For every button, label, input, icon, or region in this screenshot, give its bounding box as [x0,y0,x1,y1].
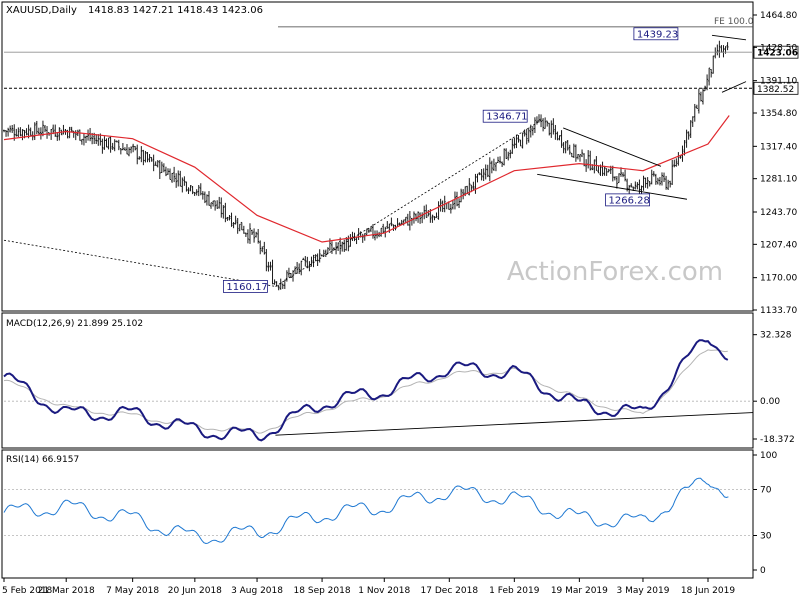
rsi-panel [1,449,754,579]
level-label-box [753,45,799,59]
price-tick-label: 1317.40 [760,142,797,152]
chart-ohlc: 1418.83 1427.21 1418.43 1423.06 [88,5,263,16]
date-tick-label: 1 Feb 2019 [489,586,540,596]
date-tick-label: 18 Jun 2019 [681,586,735,596]
macd-layer [3,339,754,442]
date-tick-label: 3 May 2019 [616,586,669,596]
price-tick-label: 1428.50 [760,43,797,53]
rsi-axis: 100 70 30 0 [753,451,777,576]
macd-title: MACD(12,26,9) 21.899 25.102 [6,319,143,329]
price-candles [3,40,729,291]
macd-trendline [275,412,754,436]
channel-lower-line [537,173,688,200]
macd-tick-label: -18.372 [760,435,795,445]
rsi-tick-label: 0 [760,566,766,576]
price-tick-label: 1464.80 [760,11,797,21]
macd-tick-label: 0.00 [760,397,780,407]
macd-panel [1,312,754,449]
price-trendlines [3,26,753,287]
price-levels: 1423.06 1382.52 [4,45,799,95]
price-annotations: 1160.17 1346.71 1266.28 1439.23 FE 100.0 [223,17,754,293]
price-annotation-box [605,193,650,207]
price-axis: 1464.80 1428.50 1391.10 1354.80 1317.40 1281.… [753,11,797,316]
price-annotation-label: 1266.28 [609,195,650,206]
level-label: 1382.52 [757,85,794,95]
date-tick-label: 7 May 2018 [106,586,159,596]
flag-upper-line [711,34,747,41]
chart-symbol: XAUUSD,Daily [6,5,77,16]
channel-upper-line [563,127,662,167]
macd-signal-line [3,349,728,434]
price-annotation-box [223,280,268,293]
price-tick-label: 1133.70 [760,306,797,316]
moving-average [3,115,730,243]
fibonacci-extension-label: FE 100.0 [714,17,754,27]
date-tick-label: 5 Feb 2018 [2,586,53,596]
price-tick-label: 1391.10 [760,77,797,87]
level-label: 1423.06 [757,49,798,59]
dashed-trendline-rising [275,119,542,287]
date-tick-label: 3 Aug 2018 [231,586,283,596]
price-tick-label: 1354.80 [760,109,797,119]
price-annotation-label: 1346.71 [486,112,527,123]
price-tick-label: 1207.40 [760,240,797,250]
flag-lower-line [721,81,747,93]
price-tick-label: 1281.10 [760,175,797,185]
rsi-tick-label: 70 [760,486,772,496]
price-annotation-box [633,27,679,41]
date-tick-label: 18 Sep 2018 [294,586,351,596]
rsi-title: RSI(14) 66.9157 [6,455,79,465]
macd-line [3,339,729,442]
price-panel [1,1,754,312]
date-tick-label: 17 Dec 2018 [421,586,479,596]
moving-average-line [3,115,730,243]
rsi-line [3,477,729,545]
watermark: ActionForex.com [507,257,723,287]
price-annotation-label: 1439.23 [637,29,678,40]
date-tick-label: 19 Mar 2019 [551,586,608,596]
level-label-box [753,81,799,95]
price-tick-label: 1243.70 [760,208,797,218]
macd-axis: 32.328 0.00 -18.372 [753,331,795,445]
price-annotation-box [482,109,528,123]
macd-tick-label: 32.328 [760,331,792,341]
dashed-trendline-falling [3,239,276,287]
rsi-tick-label: 30 [760,532,772,542]
date-tick-label: 20 Jun 2018 [168,586,222,596]
price-tick-label: 1170.00 [760,274,797,284]
rsi-layer [3,477,753,545]
rsi-tick-label: 100 [760,451,777,461]
date-tick-label: 21 Mar 2018 [38,586,95,596]
price-annotation-label: 1160.17 [226,282,267,293]
date-tick-label: 1 Nov 2018 [358,586,410,596]
